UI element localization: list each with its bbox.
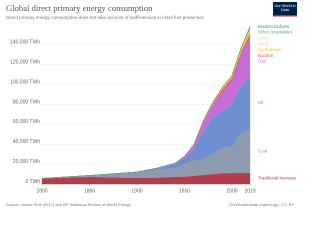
logo-box <box>273 2 297 16</box>
area <box>41 26 251 179</box>
legend-label: Oil <box>258 100 263 105</box>
y-tick-label: 20,000 TWh <box>13 159 40 165</box>
legend-label: Solar <box>258 35 269 40</box>
x-tick-label: 1900 <box>131 188 142 194</box>
logo-wrap: Our World in Data <box>274 4 296 13</box>
y-tick-label: 60,000 TWh <box>13 119 40 125</box>
y-tick-label: 0 TWh <box>25 179 40 185</box>
legend-label: Coal <box>258 148 267 153</box>
chart-subtitle: Direct primary energy consumption does n… <box>6 15 205 20</box>
legend-label: Modern biofuels <box>258 24 290 29</box>
x-tick-label: 2000 <box>226 188 237 194</box>
y-tick-label: 120,000 TWh <box>10 60 40 66</box>
chart: Global direct primary energy consumption… <box>6 2 297 207</box>
x-tick-label: 1800 <box>36 188 47 194</box>
legend-label: Gas <box>258 59 267 64</box>
x-tick-label: 2019 <box>244 188 255 194</box>
x-tick-label: 1950 <box>179 188 190 194</box>
legend-label: Traditional biomass <box>258 176 297 181</box>
url: OurWorldInData.org/energy • CC BY <box>229 202 294 207</box>
legend-label: Nuclear <box>258 53 274 58</box>
y-tick-label: 140,000 TWh <box>10 40 40 46</box>
source: Source: Vaclav Smil (2017) and BP Statis… <box>6 202 131 207</box>
y-tick-label: 100,000 TWh <box>10 79 40 85</box>
y-tick-label: 40,000 TWh <box>13 139 40 145</box>
legend-label: Other renewables <box>258 30 293 35</box>
legend-label: Hydropower <box>258 47 282 52</box>
y-tick-label: 80,000 TWh <box>13 99 40 105</box>
logo: Our World in Data <box>274 4 296 13</box>
legend-label: Wind <box>258 41 269 46</box>
logo-bar <box>273 15 297 17</box>
x-tick-label: 1850 <box>84 188 95 194</box>
chart-title: Global direct primary energy consumption <box>6 3 153 13</box>
